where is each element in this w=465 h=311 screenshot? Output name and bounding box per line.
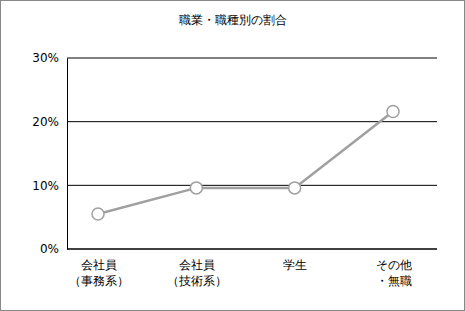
x-tick: 会社員 （事務系） bbox=[69, 249, 129, 288]
line bbox=[98, 111, 393, 214]
x-axis: 会社員 （事務系） 会社員 （技術系） 学生 その他・無職 bbox=[67, 249, 437, 288]
y-tick: 10% bbox=[32, 179, 67, 193]
x-tick-label: その他・無職 bbox=[376, 258, 412, 288]
y-tick: 30% bbox=[32, 51, 67, 65]
marker bbox=[190, 182, 202, 194]
x-tick-label: 会社員 （事務系） bbox=[69, 258, 129, 288]
x-tick-label-line: （事務系） bbox=[69, 274, 129, 288]
marker bbox=[92, 208, 104, 220]
x-tick-label-line: 学生 bbox=[283, 258, 307, 272]
y-tick-label: 0% bbox=[40, 242, 59, 256]
grid-line bbox=[67, 249, 437, 250]
x-tick: その他・無職 bbox=[376, 249, 412, 288]
y-tick-label: 10% bbox=[32, 179, 59, 193]
title: 職業・職種別の割合 bbox=[179, 13, 287, 27]
y-tick-label: 30% bbox=[32, 51, 59, 65]
y-axis-line bbox=[67, 59, 68, 250]
x-tick-label: 学生 bbox=[283, 258, 307, 272]
x-tick-label-line: ・無職 bbox=[376, 274, 412, 288]
grid-line bbox=[67, 185, 437, 186]
y-tick: 0% bbox=[40, 242, 67, 256]
y-tick: 20% bbox=[32, 115, 67, 129]
marker bbox=[387, 105, 399, 117]
x-tick-label-line: 会社員 bbox=[81, 258, 117, 272]
x-tick: 学生 bbox=[283, 249, 307, 272]
x-tick-label: 会社員 （技術系） bbox=[167, 258, 227, 288]
chart: 職業・職種別の割合 0% 10% 20% 30% 会社員 （事務系） 会社員 （技術系） 学生 その… bbox=[0, 0, 465, 311]
plot-area bbox=[92, 105, 399, 220]
x-tick-label-line: その他 bbox=[376, 258, 412, 272]
y-axis: 0% 10% 20% 30% bbox=[32, 51, 67, 256]
x-tick: 会社員 （技術系） bbox=[167, 249, 227, 288]
x-tick-label-line: 会社員 bbox=[179, 258, 215, 272]
frame bbox=[1, 1, 465, 311]
x-tick-label-line: （技術系） bbox=[167, 274, 227, 288]
grid bbox=[67, 58, 437, 249]
x-axis-line bbox=[67, 249, 437, 250]
marker bbox=[289, 182, 301, 194]
y-tick-label: 20% bbox=[32, 115, 59, 129]
grid-line bbox=[67, 58, 437, 59]
